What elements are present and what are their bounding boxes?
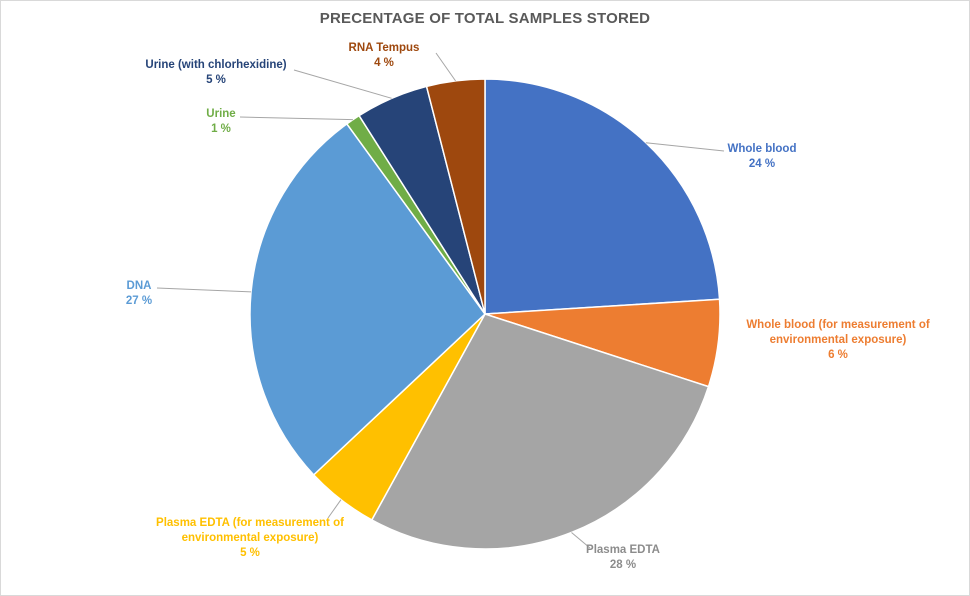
pie-slice (370, 313, 710, 550)
slice-labels: Whole blood 24 % Whole blood (for measurem… (126, 42, 930, 571)
chart-title: PRECENTAGE OF TOTAL SAMPLES STORED (319, 10, 651, 27)
slice-label: Whole blood (for measurement of environme… (746, 319, 930, 361)
pie-slices (249, 78, 721, 550)
slice-label: RNA Tempus 4 % (349, 42, 420, 69)
pie-slice (425, 78, 486, 315)
slice-label: Plasma EDTA 28 % (586, 544, 660, 571)
slice-label: Urine (with chlorhexidine) 5 % (145, 59, 286, 86)
slice-label: Plasma EDTA (for measurement of environme… (156, 517, 344, 559)
pie-slice (484, 78, 721, 315)
leader-line (239, 116, 353, 121)
slice-label: DNA 27 % (126, 280, 152, 307)
leader-line (156, 287, 252, 293)
leader-line (571, 532, 591, 549)
slice-label: Urine 1 % (206, 108, 235, 135)
leader-lines (156, 52, 725, 549)
leader-line (645, 142, 725, 152)
leader-line (293, 69, 392, 99)
leader-line (435, 52, 456, 82)
leader-line (327, 499, 342, 519)
slice-label: Whole blood 24 % (728, 143, 797, 170)
